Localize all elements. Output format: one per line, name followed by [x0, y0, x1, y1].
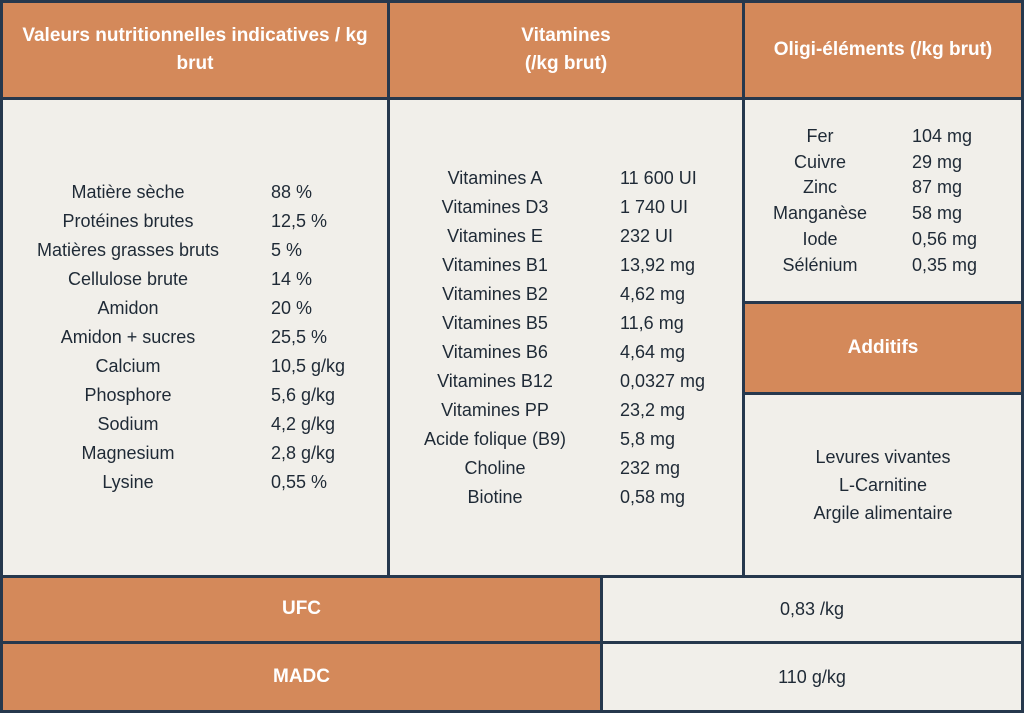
madc-label-cell: MADC [3, 644, 600, 710]
oligo-panel: Fer 104 mg Cuivre 29 mg Zinc 87 mg Manganèse 58… [745, 100, 1021, 301]
ufc-label: UFC [281, 598, 322, 620]
item-label: Phosphore [84, 385, 172, 405]
item-value: 232 UI [620, 226, 674, 246]
vitamines-panel: Vitamines A 11 600 UI Vitamines D3 1 740 UI… [390, 100, 742, 575]
item-value: 5 % [271, 240, 303, 260]
item-label: Matière sèche [71, 182, 185, 202]
item-label: Vitamines D3 [441, 197, 549, 217]
item-value: 11,6 mg [620, 313, 684, 333]
item-label: Acide folique (B9) [423, 429, 567, 449]
header-nutrition-label: Valeurs nutritionnelles indicatives / kg… [22, 24, 368, 75]
item-label: Vitamines B6 [442, 342, 548, 362]
madc-value: 110 g/kg [778, 666, 846, 687]
item-label: Manganèse [772, 203, 868, 224]
item-value: 4,64 mg [620, 342, 686, 362]
item-value: 232 mg [620, 458, 681, 478]
item-value: 14 % [271, 269, 313, 289]
additif-item: L-Carnitine [838, 475, 928, 495]
header-oligo-label: Oligi-éléments (/kg brut) [773, 38, 993, 60]
item-value: 88 % [271, 182, 313, 202]
item-label: Cellulose brute [67, 269, 189, 289]
header-vitamines: Vitamines (/kg brut) [390, 3, 742, 97]
item-value: 12,5 % [271, 211, 328, 231]
header-nutrition: Valeurs nutritionnelles indicatives / kg… [3, 3, 387, 97]
item-label: Lysine [102, 472, 154, 492]
madc-value-cell: 110 g/kg [603, 644, 1021, 710]
item-label: Cuivre [793, 151, 846, 172]
item-label: Magnesium [81, 443, 175, 463]
item-label: Fer [806, 126, 834, 146]
item-label: Matières grasses bruts [36, 240, 220, 260]
item-value: 5,8 mg [620, 429, 676, 449]
item-label: Vitamines B5 [442, 313, 548, 333]
item-label: Zinc [802, 177, 837, 198]
item-value: 0,0327 mg [620, 371, 706, 391]
nutrition-panel: Matière sèche 88 % Protéines brutes 12,5 % M… [3, 100, 387, 575]
item-label: Amidon [97, 298, 159, 318]
item-label: Vitamines B1 [442, 255, 548, 275]
item-value: 1 740 UI [620, 197, 689, 217]
item-value: 23,2 mg [620, 400, 686, 420]
item-label: Vitamines B12 [437, 371, 553, 391]
ufc-value: 0,83 /kg [779, 599, 845, 619]
item-label: Sodium [97, 414, 159, 434]
item-value: 11 600 UI [620, 168, 697, 188]
item-value: 4,62 mg [620, 284, 686, 304]
item-value: 20 % [271, 298, 313, 318]
additifs-panel: Levures vivantes L-Carnitine Argile alim… [745, 395, 1021, 575]
header-vitamines-label: Vitamines (/kg brut) [521, 24, 611, 75]
additif-item: Argile alimentaire [813, 503, 953, 523]
item-value: 4,2 g/kg [271, 414, 336, 434]
item-value: 25,5 % [271, 327, 328, 347]
item-value: 5,6 g/kg [271, 385, 336, 405]
item-label: Protéines brutes [62, 211, 194, 231]
item-label: Calcium [95, 356, 161, 376]
madc-label: MADC [273, 665, 330, 687]
item-label: Amidon + sucres [60, 327, 196, 347]
additif-item: Levures vivantes [815, 447, 951, 467]
item-value: 10,5 g/kg [271, 356, 346, 376]
ufc-label-cell: UFC [3, 578, 600, 641]
item-value: 87 mg [912, 177, 963, 198]
item-value: 58 mg [912, 203, 963, 224]
item-label: Vitamines PP [441, 400, 549, 420]
item-label: Vitamines E [447, 226, 543, 246]
item-label: Biotine [467, 487, 523, 507]
header-additifs-label: Additifs [847, 336, 919, 358]
item-value: 0,56 mg [912, 228, 978, 249]
item-value: 13,92 mg [620, 255, 696, 275]
item-label: Vitamines B2 [442, 284, 548, 304]
ufc-value-cell: 0,83 /kg [603, 578, 1021, 641]
item-value: 0,35 mg [912, 254, 978, 275]
item-value: 29 mg [912, 151, 963, 172]
item-value: 0,55 % [271, 472, 328, 492]
item-value: 104 mg [912, 126, 973, 146]
item-label: Sélénium [782, 254, 858, 275]
item-value: 2,8 g/kg [271, 443, 336, 463]
item-label: Iode [802, 228, 838, 249]
item-label: Vitamines A [447, 168, 543, 188]
header-additifs: Additifs [745, 304, 1021, 392]
item-label: Choline [464, 458, 526, 478]
header-oligo: Oligi-éléments (/kg brut) [745, 3, 1021, 97]
item-value: 0,58 mg [620, 487, 686, 507]
additifs-list: Levures vivantes L-Carnitine Argile alim… [813, 443, 952, 527]
